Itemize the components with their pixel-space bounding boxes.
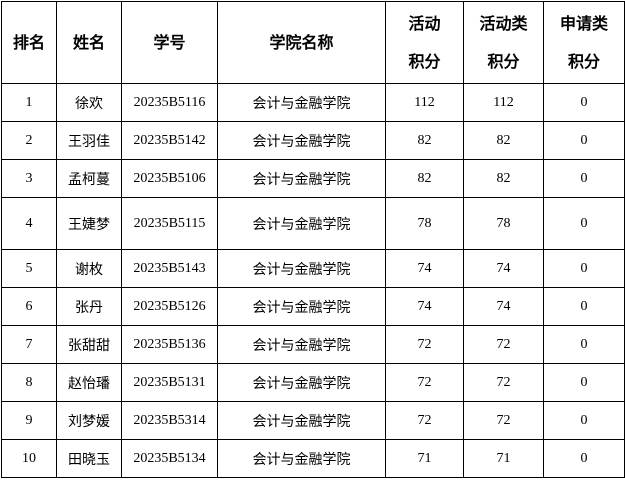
cell-student-id: 20235B5314: [121, 401, 218, 440]
cell-activity-type-points: 78: [463, 197, 544, 250]
cell-rank: 3: [1, 159, 57, 198]
cell-name: 赵怡璠: [56, 363, 122, 402]
header-line: 积分: [408, 51, 441, 71]
cell-student-id: 20235B5115: [121, 197, 218, 250]
cell-application-type-points: 0: [543, 287, 625, 326]
cell-application-type-points: 0: [543, 249, 625, 288]
cell-college: 会计与金融学院: [217, 197, 386, 250]
cell-activity-points: 72: [385, 325, 464, 364]
cell-college: 会计与金融学院: [217, 325, 386, 364]
cell-name: 王婕梦: [56, 197, 122, 250]
cell-rank: 4: [1, 197, 57, 250]
cell-student-id: 20235B5136: [121, 325, 218, 364]
header-application-type-points: 申请类 积分: [543, 1, 625, 84]
header-rank: 排名: [1, 1, 57, 84]
cell-name: 田晓玉: [56, 439, 122, 478]
cell-student-id: 20235B5143: [121, 249, 218, 288]
table-row: 10 田晓玉 20235B5134 会计与金融学院 71 71 0: [1, 439, 625, 478]
cell-activity-type-points: 82: [463, 121, 544, 160]
cell-college: 会计与金融学院: [217, 121, 386, 160]
cell-activity-type-points: 72: [463, 401, 544, 440]
table-row: 9 刘梦媛 20235B5314 会计与金融学院 72 72 0: [1, 401, 625, 440]
cell-student-id: 20235B5134: [121, 439, 218, 478]
cell-rank: 9: [1, 401, 57, 440]
cell-college: 会计与金融学院: [217, 83, 386, 122]
cell-application-type-points: 0: [543, 197, 625, 250]
cell-rank: 1: [1, 83, 57, 122]
cell-application-type-points: 0: [543, 325, 625, 364]
cell-college: 会计与金融学院: [217, 287, 386, 326]
cell-application-type-points: 0: [543, 121, 625, 160]
cell-activity-type-points: 74: [463, 287, 544, 326]
cell-activity-points: 74: [385, 249, 464, 288]
cell-activity-points: 72: [385, 363, 464, 402]
cell-activity-type-points: 74: [463, 249, 544, 288]
cell-rank: 5: [1, 249, 57, 288]
cell-rank: 10: [1, 439, 57, 478]
cell-college: 会计与金融学院: [217, 363, 386, 402]
header-row: 排名 姓名 学号 学院名称 活动 积分 活动类 积分 申请类 积分: [1, 1, 625, 84]
header-line: 积分: [487, 51, 520, 71]
header-line: 申请类: [559, 13, 608, 33]
table-row: 2 王羽佳 20235B5142 会计与金融学院 82 82 0: [1, 121, 625, 160]
header-line: 积分: [567, 51, 600, 71]
cell-student-id: 20235B5126: [121, 287, 218, 326]
cell-college: 会计与金融学院: [217, 249, 386, 288]
cell-rank: 6: [1, 287, 57, 326]
cell-application-type-points: 0: [543, 363, 625, 402]
table-row: 8 赵怡璠 20235B5131 会计与金融学院 72 72 0: [1, 363, 625, 402]
cell-rank: 2: [1, 121, 57, 160]
header-student-id: 学号: [121, 1, 218, 84]
cell-name: 张甜甜: [56, 325, 122, 364]
cell-college: 会计与金融学院: [217, 159, 386, 198]
cell-name: 张丹: [56, 287, 122, 326]
header-line: 活动: [408, 13, 441, 33]
cell-application-type-points: 0: [543, 159, 625, 198]
cell-application-type-points: 0: [543, 83, 625, 122]
cell-name: 刘梦媛: [56, 401, 122, 440]
header-name: 姓名: [56, 1, 122, 84]
cell-activity-type-points: 72: [463, 363, 544, 402]
cell-activity-points: 82: [385, 121, 464, 160]
cell-activity-type-points: 72: [463, 325, 544, 364]
cell-student-id: 20235B5142: [121, 121, 218, 160]
table-row: 6 张丹 20235B5126 会计与金融学院 74 74 0: [1, 287, 625, 326]
cell-activity-type-points: 112: [463, 83, 544, 122]
header-college: 学院名称: [217, 1, 386, 84]
cell-rank: 7: [1, 325, 57, 364]
cell-activity-type-points: 82: [463, 159, 544, 198]
cell-college: 会计与金融学院: [217, 439, 386, 478]
table-row: 4 王婕梦 20235B5115 会计与金融学院 78 78 0: [1, 197, 625, 250]
cell-activity-points: 78: [385, 197, 464, 250]
table-row: 5 谢枚 20235B5143 会计与金融学院 74 74 0: [1, 249, 625, 288]
cell-activity-points: 71: [385, 439, 464, 478]
header-activity-points: 活动 积分: [385, 1, 464, 84]
cell-name: 徐欢: [56, 83, 122, 122]
cell-application-type-points: 0: [543, 439, 625, 478]
header-line: 活动类: [479, 13, 528, 33]
header-activity-type-points: 活动类 积分: [463, 1, 544, 84]
cell-activity-points: 74: [385, 287, 464, 326]
cell-application-type-points: 0: [543, 401, 625, 440]
cell-activity-type-points: 71: [463, 439, 544, 478]
cell-name: 谢枚: [56, 249, 122, 288]
table-row: 7 张甜甜 20235B5136 会计与金融学院 72 72 0: [1, 325, 625, 364]
cell-rank: 8: [1, 363, 57, 402]
cell-activity-points: 112: [385, 83, 464, 122]
cell-activity-points: 82: [385, 159, 464, 198]
cell-name: 孟柯蔓: [56, 159, 122, 198]
table-row: 3 孟柯蔓 20235B5106 会计与金融学院 82 82 0: [1, 159, 625, 198]
cell-student-id: 20235B5116: [121, 83, 218, 122]
cell-college: 会计与金融学院: [217, 401, 386, 440]
cell-student-id: 20235B5131: [121, 363, 218, 402]
cell-name: 王羽佳: [56, 121, 122, 160]
cell-student-id: 20235B5106: [121, 159, 218, 198]
cell-activity-points: 72: [385, 401, 464, 440]
table-row: 1 徐欢 20235B5116 会计与金融学院 112 112 0: [1, 83, 625, 122]
